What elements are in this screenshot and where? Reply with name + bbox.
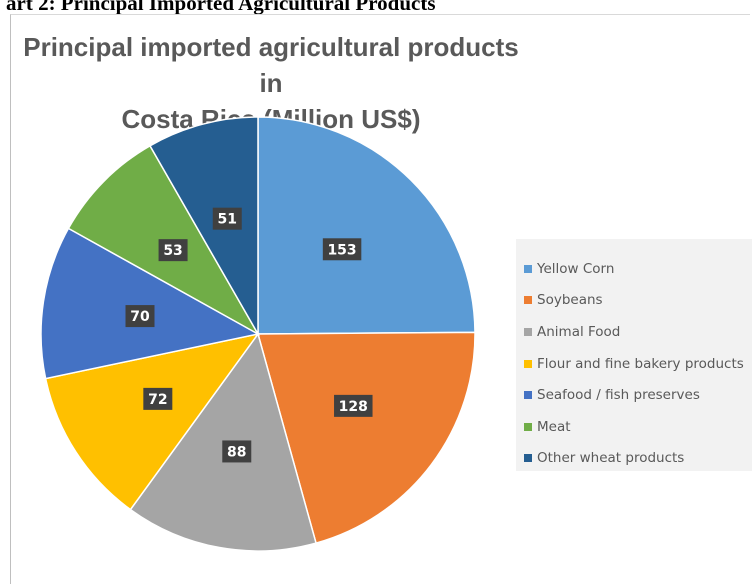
- legend-item-yellow-corn: Yellow Corn: [524, 253, 752, 285]
- legend-swatch: [524, 296, 532, 305]
- pie-slice-seafood-fish-preserves: [40, 227, 261, 380]
- chart-legend: Yellow Corn Soybeans Animal Food Flour and …: [516, 239, 752, 471]
- legend-swatch: [524, 264, 532, 273]
- svg-text:51: 51: [218, 212, 237, 228]
- legend-item-seafood-fish-preserves: Seafood / fish preserves: [524, 379, 752, 411]
- svg-text:128: 128: [339, 399, 368, 415]
- legend-label: Flour and fine bakery products: [537, 355, 744, 372]
- legend-swatch: [524, 327, 532, 336]
- legend-label: Seafood / fish preserves: [537, 387, 700, 404]
- legend-label: Animal Food: [537, 323, 621, 340]
- legend-label: Other wheat products: [537, 450, 685, 467]
- pie-slice-flour-and-fine-bakery-products: [44, 332, 260, 511]
- legend-label: Soybeans: [537, 292, 603, 309]
- chart-title-line-1: Principal imported agricultural products…: [23, 32, 519, 98]
- legend-item-animal-food: Animal Food: [524, 316, 752, 348]
- data-label-seafood-fish-preserves: 70: [125, 305, 155, 328]
- chart-title: Principal imported agricultural products…: [11, 29, 531, 137]
- legend-item-meat: Meat: [524, 411, 752, 443]
- svg-text:70: 70: [130, 309, 150, 325]
- legend-item-other-wheat-products: Other wheat products: [524, 443, 752, 475]
- data-label-meat: 53: [158, 239, 188, 262]
- svg-text:53: 53: [163, 243, 182, 259]
- legend-label: Yellow Corn: [537, 260, 615, 277]
- data-label-soybeans: 128: [334, 394, 373, 417]
- chart-area: Principal imported agricultural products…: [10, 14, 752, 584]
- pie-chart: 153 128 88 72 70 53 51: [40, 116, 476, 552]
- legend-swatch: [524, 422, 532, 431]
- data-label-yellow-corn: 153: [322, 238, 362, 261]
- legend-swatch: [524, 391, 532, 400]
- svg-text:153: 153: [327, 242, 356, 258]
- legend-item-soybeans: Soybeans: [524, 285, 752, 317]
- page-header: art 2: Principal Imported Agricultural P…: [6, 0, 436, 15]
- legend-label: Meat: [537, 418, 571, 435]
- pie-slice-soybeans: [257, 331, 476, 545]
- svg-text:72: 72: [148, 392, 167, 408]
- pie-slice-yellow-corn: [257, 116, 476, 335]
- data-label-animal-food: 88: [222, 440, 252, 463]
- legend-swatch: [524, 454, 532, 463]
- legend-swatch: [524, 359, 532, 368]
- pie-slice-other-wheat-products: [148, 116, 259, 337]
- data-label-other-wheat-products: 51: [212, 207, 242, 230]
- svg-text:88: 88: [227, 444, 246, 460]
- legend-item-flour-and-fine-bakery-products: Flour and fine bakery products: [524, 348, 752, 380]
- data-label-flour-and-fine-bakery-products: 72: [143, 387, 173, 410]
